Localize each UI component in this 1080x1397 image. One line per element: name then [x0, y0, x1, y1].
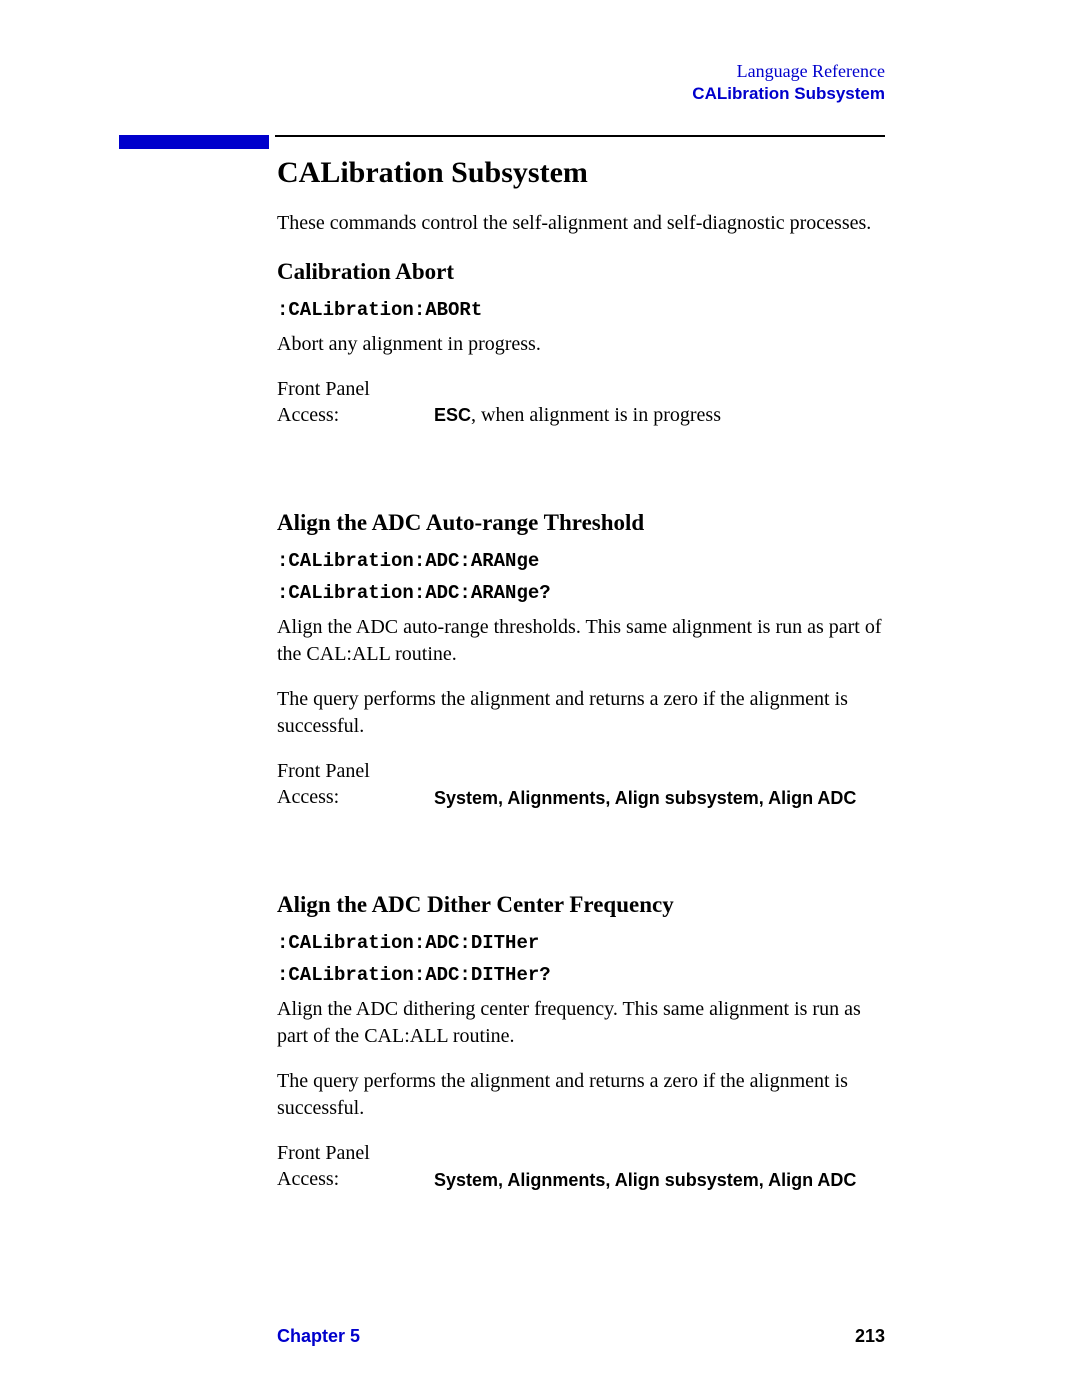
- header-line1: Language Reference: [692, 60, 885, 83]
- front-panel-value: System, Alignments, Align subsystem, Ali…: [434, 787, 856, 810]
- content-area: CALibration Subsystem These commands con…: [277, 156, 885, 1210]
- page: Language Reference CALibration Subsystem…: [0, 0, 1080, 1397]
- fp-value-rest: , when alignment is in progress: [471, 404, 721, 426]
- page-footer: Chapter 5 213: [277, 1326, 885, 1347]
- section-paragraph: Abort any alignment in progress.: [277, 331, 885, 358]
- chapter-label: Chapter 5: [277, 1326, 360, 1347]
- section-paragraph: Align the ADC auto-range thresholds. Thi…: [277, 614, 885, 668]
- section-heading-adc-arange: Align the ADC Auto-range Threshold: [277, 510, 885, 536]
- command-code: :CALibration:ADC:DITHer?: [277, 964, 885, 986]
- section-heading-adc-dither: Align the ADC Dither Center Frequency: [277, 892, 885, 918]
- fp-label-line1: Front Panel: [277, 378, 370, 400]
- command-code: :CALibration:ADC:ARANge: [277, 550, 885, 572]
- section-gap: [277, 828, 885, 870]
- esc-key-bold: ESC: [434, 405, 471, 425]
- front-panel-value: System, Alignments, Align subsystem, Ali…: [434, 1169, 856, 1192]
- section-paragraph: The query performs the alignment and ret…: [277, 686, 885, 740]
- command-code: :CALibration:ABORt: [277, 299, 885, 321]
- front-panel-row: Front Panel Access: ESC, when alignment …: [277, 376, 885, 428]
- page-number: 213: [855, 1326, 885, 1347]
- fp-label-line2: Access:: [277, 404, 339, 426]
- front-panel-row: Front Panel Access: System, Alignments, …: [277, 758, 885, 810]
- running-header: Language Reference CALibration Subsystem: [692, 60, 885, 105]
- section-heading-abort: Calibration Abort: [277, 259, 885, 285]
- front-panel-value: ESC, when alignment is in progress: [434, 402, 721, 428]
- front-panel-row: Front Panel Access: System, Alignments, …: [277, 1140, 885, 1192]
- horizontal-rule: [275, 135, 885, 137]
- section-gap: [277, 446, 885, 488]
- fp-label-line1: Front Panel: [277, 1142, 370, 1164]
- section-marker-bar: [119, 135, 269, 149]
- page-title: CALibration Subsystem: [277, 156, 885, 190]
- fp-label-line2: Access:: [277, 786, 339, 808]
- front-panel-label: Front Panel Access:: [277, 1140, 434, 1192]
- section-paragraph: The query performs the alignment and ret…: [277, 1068, 885, 1122]
- fp-label-line1: Front Panel: [277, 760, 370, 782]
- front-panel-label: Front Panel Access:: [277, 376, 434, 428]
- front-panel-label: Front Panel Access:: [277, 758, 434, 810]
- section-paragraph: Align the ADC dithering center frequency…: [277, 996, 885, 1050]
- header-line2: CALibration Subsystem: [692, 83, 885, 105]
- command-code: :CALibration:ADC:DITHer: [277, 932, 885, 954]
- fp-label-line2: Access:: [277, 1168, 339, 1190]
- intro-paragraph: These commands control the self-alignmen…: [277, 210, 885, 237]
- command-code: :CALibration:ADC:ARANge?: [277, 582, 885, 604]
